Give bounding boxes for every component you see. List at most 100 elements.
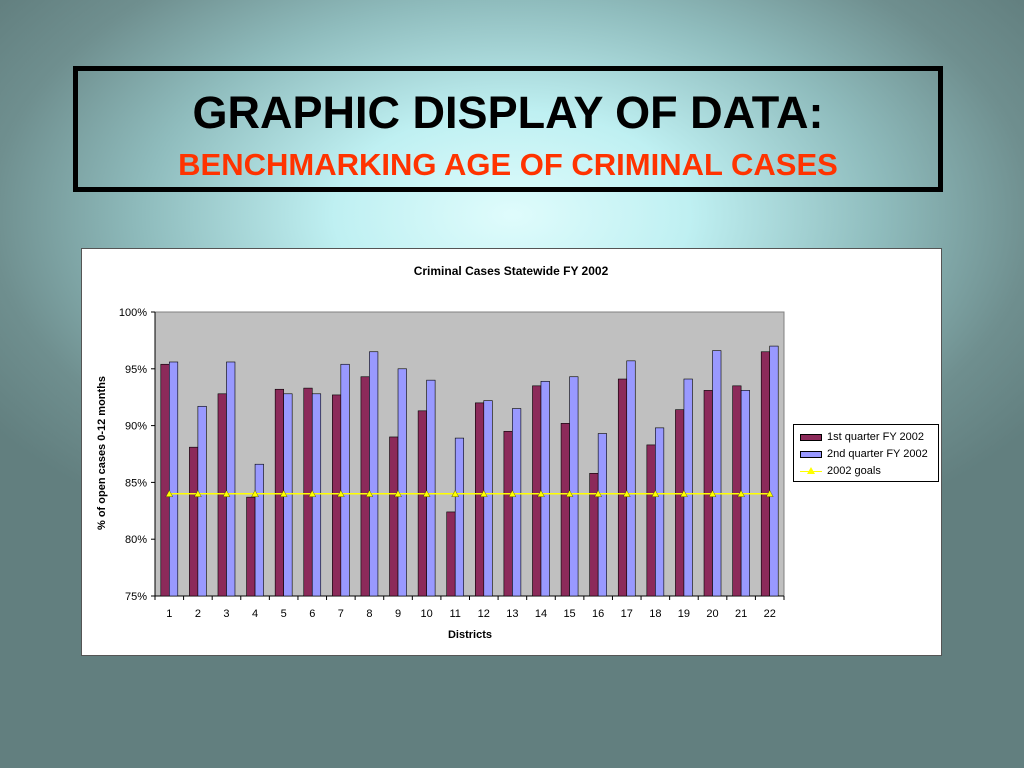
y-axis-label: % of open cases 0-12 months bbox=[96, 376, 108, 530]
goal-marker bbox=[337, 489, 345, 497]
x-tick-label: 18 bbox=[649, 608, 661, 620]
x-tick-label: 4 bbox=[252, 608, 258, 620]
goal-marker bbox=[308, 489, 317, 497]
goal-marker bbox=[365, 489, 374, 497]
goal-marker bbox=[394, 489, 402, 497]
goal-marker bbox=[165, 489, 174, 497]
bar-q1 bbox=[503, 430, 513, 597]
goal-marker bbox=[708, 489, 717, 497]
bar-q1 bbox=[446, 511, 456, 597]
bar-q2 bbox=[226, 361, 236, 597]
y-tick-label: 75% bbox=[125, 591, 147, 603]
goal-marker bbox=[765, 489, 774, 497]
goal-marker bbox=[622, 489, 631, 497]
y-tick-label: 80% bbox=[125, 534, 147, 546]
x-tick-label: 3 bbox=[223, 608, 229, 620]
bar-q1 bbox=[160, 363, 170, 597]
y-tick-label: 85% bbox=[125, 477, 147, 489]
goal-marker bbox=[508, 489, 517, 497]
bar-q1 bbox=[417, 410, 427, 597]
bar-q2 bbox=[683, 378, 693, 597]
bar-q1 bbox=[189, 446, 199, 597]
legend-label-s1: 1st quarter FY 2002 bbox=[827, 431, 925, 444]
bar-q2 bbox=[712, 350, 722, 597]
bar-q1 bbox=[360, 376, 370, 597]
bar-q2 bbox=[168, 361, 179, 597]
y-tick-label: 90% bbox=[125, 421, 147, 433]
goal-marker bbox=[422, 489, 431, 497]
chart-legend: 1st quarter FY 2002 2nd quarter FY 2002 … bbox=[793, 424, 939, 482]
x-tick-label: 6 bbox=[309, 608, 315, 620]
x-tick-label: 7 bbox=[338, 608, 344, 620]
x-axis-label: Districts bbox=[448, 629, 492, 641]
x-tick-label: 15 bbox=[563, 608, 575, 620]
goal-marker bbox=[537, 489, 545, 497]
x-tick-label: 20 bbox=[706, 608, 718, 620]
bar-q1 bbox=[732, 385, 742, 597]
legend-label-goal: 2002 goals bbox=[827, 465, 881, 478]
bar-q2 bbox=[397, 368, 407, 597]
x-tick-label: 13 bbox=[506, 608, 518, 620]
bar-q1 bbox=[646, 444, 656, 597]
bar-q1 bbox=[560, 423, 570, 597]
chart-title: Criminal Cases Statewide FY 2002 bbox=[414, 264, 609, 278]
bar-q2 bbox=[597, 433, 607, 597]
legend-item-goal: 2002 goals bbox=[800, 464, 881, 478]
bar-q2 bbox=[540, 380, 550, 597]
legend-swatch-goal bbox=[800, 466, 822, 475]
bar-q1 bbox=[617, 378, 628, 597]
bar-q1 bbox=[303, 387, 313, 597]
bar-q2 bbox=[426, 379, 436, 597]
legend-swatch-s1 bbox=[800, 433, 822, 441]
bar-q2 bbox=[483, 400, 493, 597]
bar-q2 bbox=[569, 376, 579, 597]
slide-subtitle: BENCHMARKING AGE OF CRIMINAL CASES bbox=[178, 147, 838, 182]
x-tick-label: 11 bbox=[449, 608, 460, 620]
slide-title: GRAPHIC DISPLAY OF DATA: bbox=[192, 87, 824, 138]
x-tick-label: 16 bbox=[592, 608, 604, 620]
x-tick-label: 12 bbox=[478, 608, 490, 620]
goal-marker bbox=[680, 489, 688, 497]
bar-q1 bbox=[760, 351, 771, 597]
legend-label-s2: 2nd quarter FY 2002 bbox=[827, 448, 928, 461]
goal-marker bbox=[594, 489, 602, 497]
bar-q2 bbox=[340, 363, 350, 597]
bar-q1 bbox=[532, 385, 542, 597]
bar-q1 bbox=[675, 409, 685, 597]
legend-item-s1: 1st quarter FY 2002 bbox=[800, 430, 924, 444]
x-tick-label: 8 bbox=[366, 608, 372, 620]
bar-q1 bbox=[474, 402, 485, 597]
y-tick-label: 95% bbox=[125, 364, 147, 376]
bar-q1 bbox=[589, 473, 599, 597]
goal-marker bbox=[251, 489, 259, 497]
legend-swatch-s2 bbox=[800, 450, 822, 458]
x-tick-label: 5 bbox=[281, 608, 287, 620]
bar-q1 bbox=[246, 496, 256, 597]
bar-q2 bbox=[369, 351, 379, 597]
goal-marker bbox=[279, 489, 288, 497]
goal-marker bbox=[451, 489, 459, 497]
bar-q2 bbox=[512, 408, 522, 597]
x-tick-label: 21 bbox=[735, 608, 747, 620]
legend-item-s2: 2nd quarter FY 2002 bbox=[800, 447, 928, 461]
bar-q2 bbox=[626, 360, 636, 597]
bar-q2 bbox=[254, 463, 264, 597]
bar-q1 bbox=[389, 436, 399, 597]
goal-marker bbox=[480, 489, 488, 497]
goal-marker bbox=[651, 489, 660, 497]
x-tick-label: 17 bbox=[621, 608, 633, 620]
x-tick-label: 1 bbox=[166, 608, 172, 620]
x-tick-label: 19 bbox=[678, 608, 690, 620]
x-tick-label: 9 bbox=[395, 608, 401, 620]
goal-marker bbox=[565, 489, 574, 497]
slide-title-box: GRAPHIC DISPLAY OF DATA: BENCHMARKING AG… bbox=[73, 66, 943, 192]
goal-marker bbox=[737, 489, 745, 497]
bar-q2 bbox=[655, 427, 665, 597]
x-tick-label: 2 bbox=[195, 608, 201, 620]
x-tick-label: 22 bbox=[764, 608, 776, 620]
y-tick-label: 100% bbox=[119, 307, 147, 319]
x-tick-label: 14 bbox=[535, 608, 547, 620]
bar-q2 bbox=[769, 345, 779, 597]
bar-q2 bbox=[197, 405, 207, 597]
